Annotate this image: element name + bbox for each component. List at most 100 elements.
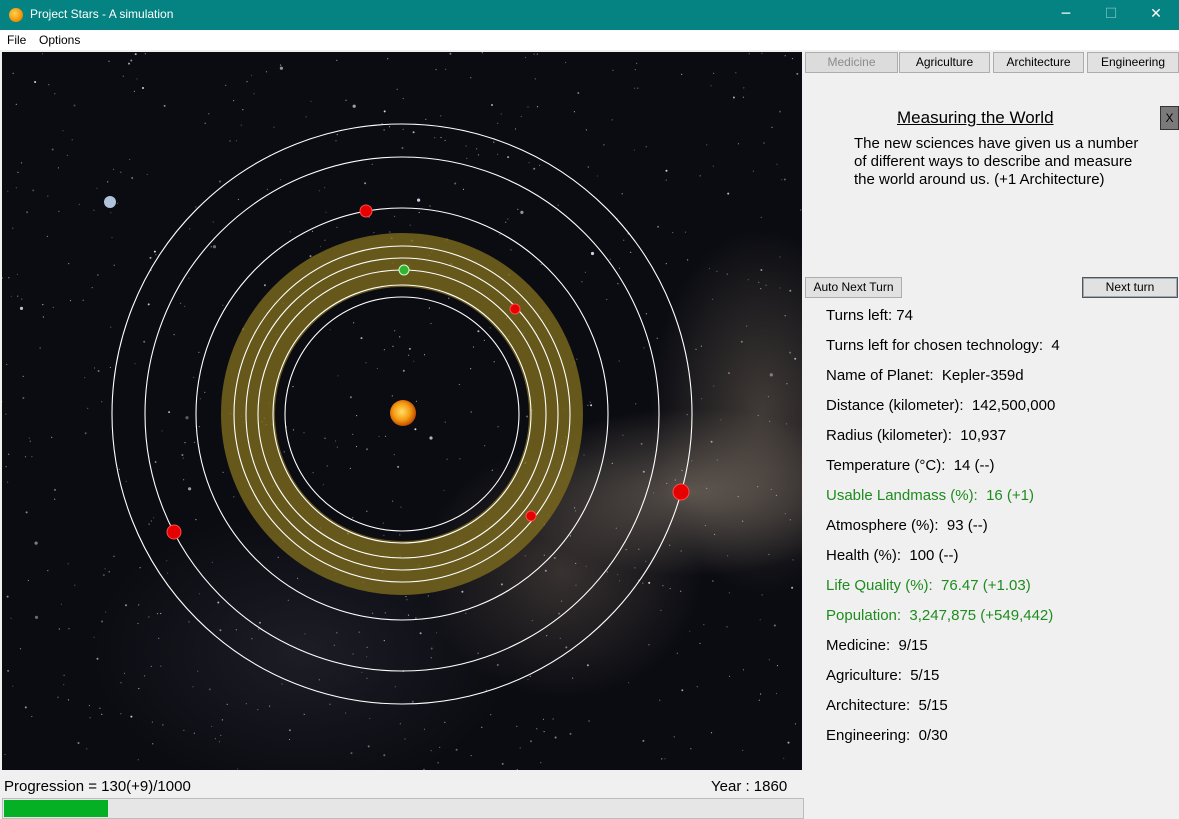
progress-bar: [2, 798, 804, 819]
background-star: [279, 66, 283, 70]
background-star: [761, 594, 763, 596]
background-star: [569, 535, 572, 537]
background-star: [214, 738, 216, 740]
stat-radius: Radius (kilometer): 10,937: [826, 427, 1007, 444]
background-star: [491, 104, 493, 106]
background-star: [761, 52, 763, 54]
background-star: [402, 369, 405, 372]
background-star: [188, 621, 190, 623]
background-star: [458, 383, 460, 386]
background-star: [399, 534, 401, 536]
planet[interactable]: [672, 483, 690, 501]
home-planet[interactable]: [398, 264, 410, 276]
background-star: [93, 636, 95, 638]
background-star: [376, 367, 378, 370]
background-star: [590, 404, 593, 407]
background-star: [16, 273, 18, 275]
next-turn-button[interactable]: Next turn: [1082, 277, 1178, 298]
background-star: [526, 415, 529, 418]
background-star: [19, 648, 22, 650]
background-star: [128, 62, 130, 65]
menu-file[interactable]: File: [7, 33, 27, 47]
background-star: [660, 609, 662, 612]
planet[interactable]: [509, 303, 521, 315]
background-star: [116, 202, 119, 204]
planet[interactable]: [359, 204, 373, 218]
background-star: [225, 84, 227, 86]
star-system-view[interactable]: [2, 52, 802, 770]
background-star: [147, 303, 150, 306]
background-star: [505, 221, 507, 223]
background-star: [789, 351, 792, 354]
menu-bar: File Options: [0, 30, 1179, 50]
background-star: [710, 85, 712, 87]
auto-next-turn-button[interactable]: Auto Next Turn: [805, 277, 902, 298]
background-star: [454, 182, 457, 185]
background-star: [51, 148, 54, 151]
background-star: [336, 59, 338, 61]
background-star: [189, 228, 191, 230]
close-window-button[interactable]: ✕: [1150, 6, 1162, 22]
background-star: [54, 498, 56, 500]
background-star: [411, 700, 414, 703]
background-star: [490, 714, 492, 716]
background-star: [131, 177, 134, 179]
background-star: [396, 88, 398, 90]
background-star: [233, 496, 235, 498]
background-star: [82, 299, 84, 301]
background-star: [136, 78, 138, 80]
background-star: [423, 728, 426, 730]
background-star: [708, 267, 711, 270]
background-star: [760, 693, 762, 695]
background-star: [149, 256, 152, 259]
background-star: [358, 631, 360, 633]
tab-medicine[interactable]: Medicine: [805, 52, 898, 73]
background-star: [8, 453, 10, 455]
background-star: [748, 53, 750, 55]
tab-agriculture[interactable]: Agriculture: [899, 52, 990, 73]
background-star: [800, 209, 802, 211]
background-star: [710, 732, 713, 734]
tab-engineering[interactable]: Engineering: [1087, 52, 1179, 73]
planet[interactable]: [525, 510, 537, 522]
background-star: [481, 726, 483, 729]
background-star: [662, 585, 664, 587]
background-star: [413, 360, 415, 362]
background-star: [752, 170, 755, 172]
background-star: [394, 330, 396, 332]
background-star: [240, 124, 242, 126]
background-star: [2, 401, 3, 403]
background-star: [680, 550, 682, 552]
background-star: [237, 768, 239, 770]
background-star: [263, 284, 266, 287]
background-star: [703, 624, 705, 626]
sun[interactable]: [390, 400, 416, 426]
maximize-button[interactable]: ☐: [1104, 6, 1118, 22]
close-event-button[interactable]: X: [1160, 106, 1179, 130]
background-star: [642, 739, 645, 742]
planet[interactable]: [166, 524, 182, 540]
menu-options[interactable]: Options: [39, 33, 81, 47]
background-star: [120, 682, 122, 684]
background-star: [309, 255, 312, 258]
tab-architecture[interactable]: Architecture: [993, 52, 1084, 73]
background-star: [423, 354, 426, 356]
background-star: [618, 267, 621, 269]
background-star: [589, 401, 591, 403]
background-star: [481, 52, 483, 54]
minimize-button[interactable]: ─: [1061, 6, 1071, 22]
background-star: [257, 709, 259, 711]
background-star: [419, 632, 422, 635]
background-star: [470, 755, 472, 757]
background-star: [771, 126, 773, 128]
background-star: [130, 715, 133, 718]
background-star: [680, 590, 682, 592]
background-star: [89, 717, 91, 719]
background-star: [266, 188, 268, 190]
background-star: [393, 454, 395, 456]
background-star: [430, 750, 432, 752]
background-star: [418, 211, 420, 214]
background-star: [96, 187, 98, 189]
background-star: [71, 139, 73, 141]
background-star: [29, 440, 31, 442]
